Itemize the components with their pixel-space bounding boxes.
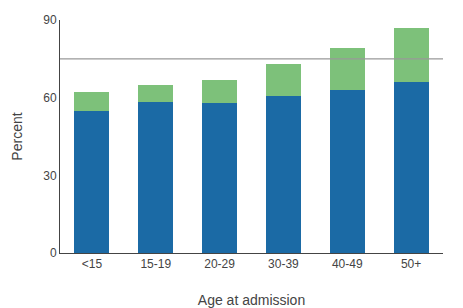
svg-text:40-49: 40-49: [332, 257, 363, 271]
svg-text:60: 60: [43, 91, 57, 105]
svg-text:Age at admission: Age at admission: [198, 292, 305, 308]
svg-text:Percent: Percent: [9, 112, 25, 160]
svg-text:<15: <15: [82, 257, 103, 271]
svg-text:30-39: 30-39: [268, 257, 299, 271]
svg-text:50+: 50+: [401, 257, 421, 271]
svg-text:15-19: 15-19: [140, 257, 171, 271]
svg-text:20-29: 20-29: [204, 257, 235, 271]
svg-text:90: 90: [43, 13, 57, 27]
svg-text:0: 0: [50, 246, 57, 260]
svg-text:30: 30: [43, 169, 57, 183]
